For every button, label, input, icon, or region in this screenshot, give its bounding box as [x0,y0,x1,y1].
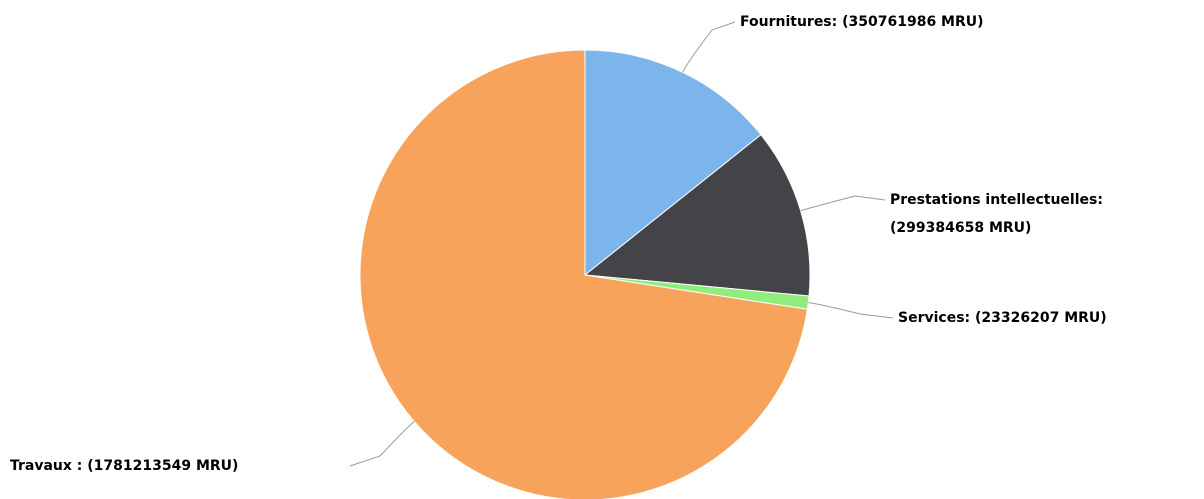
connector-line [800,195,886,212]
connector-line [682,21,736,73]
data-label: Travaux : (1781213549 MRU) [10,458,239,474]
pie-slice [584,49,762,277]
pie-slice [359,49,808,499]
data-label: Services: (23326207 MRU) [898,310,1107,326]
data-label: Fournitures: (350761986 MRU) [740,14,984,30]
data-label: Prestations intellectuelles: (299384658 … [890,192,1103,236]
connector-line [349,421,415,467]
connector-line [808,302,894,319]
